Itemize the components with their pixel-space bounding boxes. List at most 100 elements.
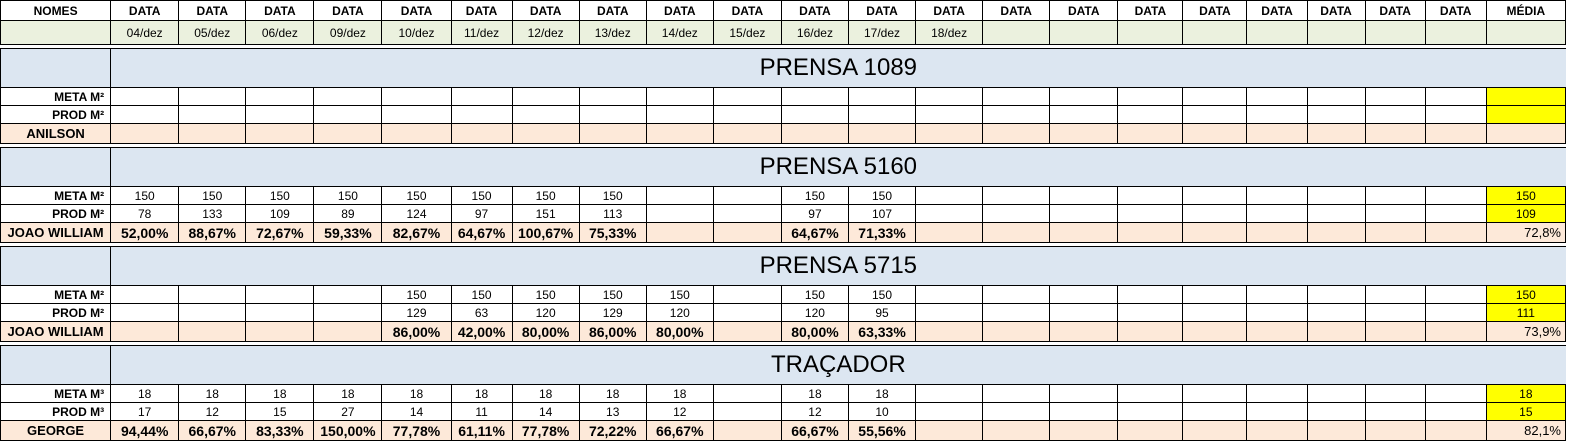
- date-cell[interactable]: 13/dez: [578, 20, 647, 45]
- meta-value-cell[interactable]: [712, 285, 782, 304]
- meta-value-cell[interactable]: [1182, 384, 1248, 403]
- meta-label[interactable]: META M²: [0, 285, 112, 304]
- date-cell[interactable]: [1182, 20, 1248, 45]
- meta-value-cell[interactable]: [982, 285, 1051, 304]
- section-blank-cell[interactable]: [0, 345, 112, 385]
- percent-value-cell[interactable]: [712, 222, 782, 243]
- percent-value-cell[interactable]: [645, 222, 714, 243]
- percent-value-cell[interactable]: [511, 123, 580, 144]
- meta-label[interactable]: META M²: [0, 87, 112, 106]
- prod-value-cell[interactable]: 14: [381, 402, 452, 421]
- prod-label[interactable]: PROD M²: [0, 204, 112, 223]
- meta-value-cell[interactable]: [1182, 87, 1248, 106]
- prod-value-cell[interactable]: [578, 105, 647, 124]
- percent-value-cell[interactable]: [915, 321, 984, 342]
- date-header-cell[interactable]: DATA: [645, 0, 714, 21]
- percent-value-cell[interactable]: [1424, 420, 1487, 441]
- meta-value-cell[interactable]: [915, 384, 984, 403]
- prod-value-cell[interactable]: [1182, 105, 1248, 124]
- meta-value-cell[interactable]: [1117, 186, 1184, 205]
- meta-value-cell[interactable]: [1306, 186, 1366, 205]
- prod-value-cell[interactable]: [915, 303, 984, 322]
- percent-value-cell[interactable]: 88,67%: [178, 222, 247, 243]
- meta-value-cell[interactable]: [511, 87, 580, 106]
- meta-value-cell[interactable]: [982, 87, 1051, 106]
- date-header-cell[interactable]: DATA: [915, 0, 984, 21]
- prod-value-cell[interactable]: 124: [381, 204, 452, 223]
- meta-average-cell[interactable]: 150: [1485, 186, 1567, 205]
- prod-value-cell[interactable]: [712, 402, 782, 421]
- percent-value-cell[interactable]: 42,00%: [450, 321, 513, 342]
- meta-value-cell[interactable]: [712, 384, 782, 403]
- prod-value-cell[interactable]: 120: [780, 303, 849, 322]
- date-cell[interactable]: 12/dez: [511, 20, 580, 45]
- prod-value-cell[interactable]: [1117, 204, 1184, 223]
- meta-value-cell[interactable]: 18: [110, 384, 180, 403]
- prod-value-cell[interactable]: [780, 105, 849, 124]
- percent-value-cell[interactable]: 64,67%: [450, 222, 513, 243]
- percent-value-cell[interactable]: 63,33%: [847, 321, 917, 342]
- meta-value-cell[interactable]: [178, 87, 247, 106]
- percent-value-cell[interactable]: 55,56%: [847, 420, 917, 441]
- prod-value-cell[interactable]: [245, 303, 315, 322]
- prod-value-cell[interactable]: [847, 105, 917, 124]
- prod-value-cell[interactable]: [1306, 204, 1366, 223]
- percent-value-cell[interactable]: [1306, 123, 1366, 144]
- date-header-cell[interactable]: DATA: [511, 0, 580, 21]
- meta-value-cell[interactable]: [982, 384, 1051, 403]
- percent-value-cell[interactable]: [245, 321, 315, 342]
- prod-value-cell[interactable]: [1364, 204, 1426, 223]
- prod-value-cell[interactable]: 120: [511, 303, 580, 322]
- meta-average-cell[interactable]: 150: [1485, 285, 1567, 304]
- meta-value-cell[interactable]: [712, 87, 782, 106]
- prod-value-cell[interactable]: 63: [450, 303, 513, 322]
- date-header-cell[interactable]: DATA: [1246, 0, 1308, 21]
- percent-value-cell[interactable]: 86,00%: [381, 321, 452, 342]
- date-header-cell[interactable]: DATA: [381, 0, 452, 21]
- meta-label[interactable]: META M²: [0, 186, 112, 205]
- prod-value-cell[interactable]: 113: [578, 204, 647, 223]
- prod-value-cell[interactable]: [1182, 204, 1248, 223]
- meta-value-cell[interactable]: [245, 87, 315, 106]
- prod-value-cell[interactable]: 89: [313, 204, 383, 223]
- percent-value-cell[interactable]: [712, 123, 782, 144]
- meta-value-cell[interactable]: 150: [511, 186, 580, 205]
- percent-value-cell[interactable]: 66,67%: [780, 420, 849, 441]
- prod-value-cell[interactable]: 129: [381, 303, 452, 322]
- section-blank-cell[interactable]: [0, 48, 112, 88]
- meta-value-cell[interactable]: [1049, 186, 1119, 205]
- percent-value-cell[interactable]: [1246, 420, 1308, 441]
- meta-value-cell[interactable]: [982, 186, 1051, 205]
- names-header-cell[interactable]: NOMES: [0, 0, 112, 21]
- meta-value-cell[interactable]: [915, 285, 984, 304]
- meta-value-cell[interactable]: [1306, 384, 1366, 403]
- average-header-cell[interactable]: MÉDIA: [1485, 0, 1567, 21]
- section-title[interactable]: PRENSA 5160: [110, 147, 1566, 187]
- prod-value-cell[interactable]: [1364, 105, 1426, 124]
- meta-value-cell[interactable]: [1364, 384, 1426, 403]
- percent-value-cell[interactable]: 80,00%: [645, 321, 714, 342]
- meta-value-cell[interactable]: 150: [578, 285, 647, 304]
- prod-value-cell[interactable]: [1182, 303, 1248, 322]
- prod-value-cell[interactable]: [712, 105, 782, 124]
- percent-value-cell[interactable]: [1117, 123, 1184, 144]
- prod-value-cell[interactable]: [982, 204, 1051, 223]
- percent-value-cell[interactable]: 77,78%: [511, 420, 580, 441]
- date-header-cell[interactable]: DATA: [245, 0, 315, 21]
- prod-value-cell[interactable]: [110, 105, 180, 124]
- date-cell[interactable]: 10/dez: [381, 20, 452, 45]
- meta-value-cell[interactable]: [1424, 87, 1487, 106]
- date-cell[interactable]: 04/dez: [110, 20, 180, 45]
- meta-value-cell[interactable]: 150: [511, 285, 580, 304]
- section-title[interactable]: TRAÇADOR: [110, 345, 1566, 385]
- blank-cell[interactable]: [1485, 20, 1567, 45]
- prod-value-cell[interactable]: 27: [313, 402, 383, 421]
- date-cell[interactable]: 05/dez: [178, 20, 247, 45]
- meta-value-cell[interactable]: [1049, 285, 1119, 304]
- percent-value-cell[interactable]: [1424, 123, 1487, 144]
- meta-value-cell[interactable]: [1182, 285, 1248, 304]
- date-header-cell[interactable]: DATA: [313, 0, 383, 21]
- prod-value-cell[interactable]: [1364, 402, 1426, 421]
- prod-value-cell[interactable]: [712, 204, 782, 223]
- prod-value-cell[interactable]: [982, 105, 1051, 124]
